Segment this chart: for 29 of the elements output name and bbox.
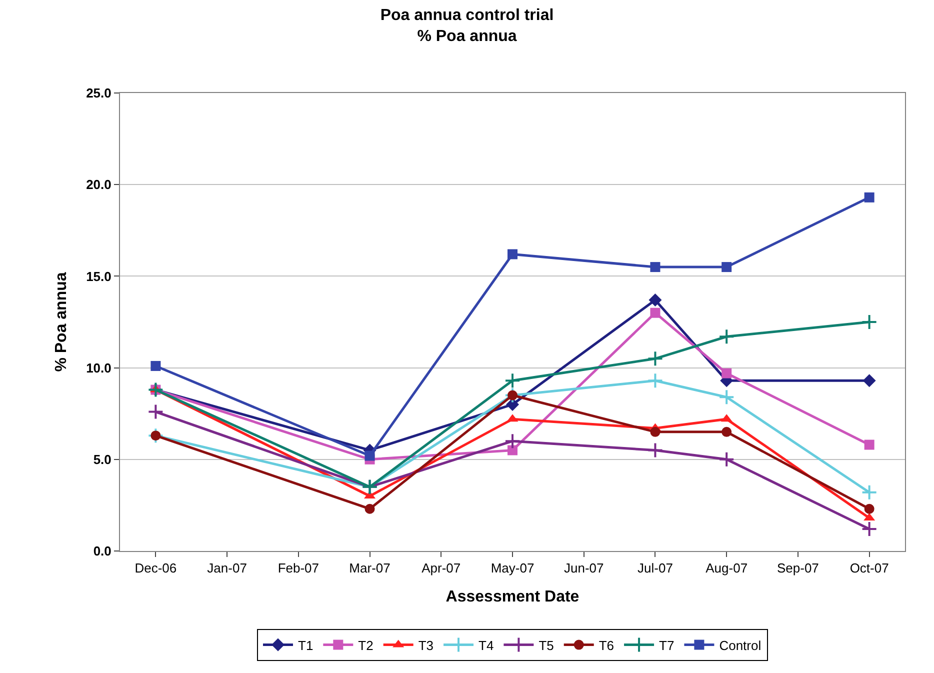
x-tick-label: Jan-07	[207, 560, 247, 576]
legend-label: T3	[418, 638, 434, 653]
x-tick-label: Sep-07	[776, 560, 819, 576]
x-tick-label: Oct-07	[850, 560, 889, 576]
x-tick-label: Mar-07	[349, 560, 390, 576]
legend-label: T6	[598, 638, 614, 653]
legend-label: T7	[659, 638, 674, 653]
y-tick-label: 0.0	[93, 544, 112, 559]
legend-label: T1	[298, 638, 314, 653]
x-tick-label: Aug-07	[706, 560, 748, 576]
legend-label: T2	[358, 638, 374, 653]
y-tick-label: 25.0	[86, 86, 112, 101]
legend-label: T5	[538, 638, 554, 653]
x-tick-label: Apr-07	[422, 560, 461, 576]
y-tick-label: 15.0	[86, 268, 112, 284]
chart-title: Poa annua control trial	[380, 7, 554, 24]
y-tick-label: 5.0	[93, 452, 112, 467]
legend-label: Control	[719, 638, 762, 653]
x-axis-title: Assessment Date	[446, 588, 580, 606]
y-tick-label: 20.0	[86, 177, 112, 192]
y-tick-label: 10.0	[86, 360, 112, 376]
chart-subtitle: % Poa annua	[417, 28, 517, 45]
x-tick-label: Feb-07	[278, 560, 320, 576]
legend-label: T4	[478, 638, 494, 653]
x-tick-label: Dec-06	[134, 560, 177, 576]
x-tick-label: Jun-07	[564, 560, 604, 576]
x-tick-label: May-07	[490, 560, 534, 576]
y-axis-title: % Poa annua	[52, 272, 70, 372]
x-tick-label: Jul-07	[638, 560, 673, 576]
